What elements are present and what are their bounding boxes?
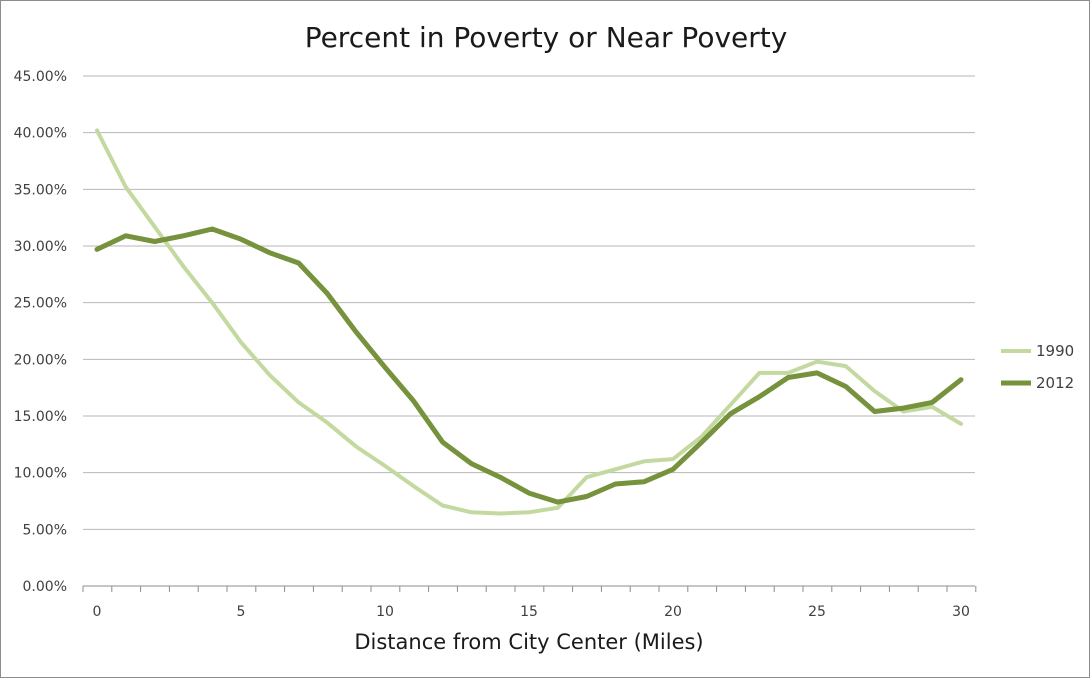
y-tick-label: 25.00% [14,296,67,312]
x-tick-label: 20 [664,604,682,620]
series-lines [94,128,964,516]
x-axis-title: Distance from City Center (Miles) [354,630,703,654]
x-tick-label: 25 [808,604,826,620]
y-tick-label: 35.00% [14,182,67,198]
series-line-1990 [95,128,963,516]
x-tick-label: 5 [237,604,246,620]
x-tick-label: 0 [93,604,102,620]
x-tick-label: 10 [376,604,394,620]
series-line-2012 [94,226,964,505]
gridlines [83,75,975,530]
legend: 1990 2012 [1001,342,1074,392]
x-tick-label: 30 [952,604,970,620]
y-tick-label: 5.00% [23,522,67,538]
y-tick-label: 20.00% [14,352,67,368]
legend-label-1990: 1990 [1036,342,1074,360]
y-tick-label: 0.00% [23,579,67,595]
y-tick-label: 30.00% [14,239,67,255]
x-tick-label: 15 [520,604,538,620]
y-tick-label: 40.00% [14,126,67,142]
y-tick-label: 10.00% [14,466,67,482]
y-tick-label: 15.00% [14,409,67,425]
legend-label-2012: 2012 [1036,374,1074,392]
chart-title: Percent in Poverty or Near Poverty [305,21,788,54]
axes: 0.00% 5.00% 10.00% 15.00% 20.00% 25.00% 30.00%… [14,69,977,620]
y-tick-label: 45.00% [14,69,67,85]
